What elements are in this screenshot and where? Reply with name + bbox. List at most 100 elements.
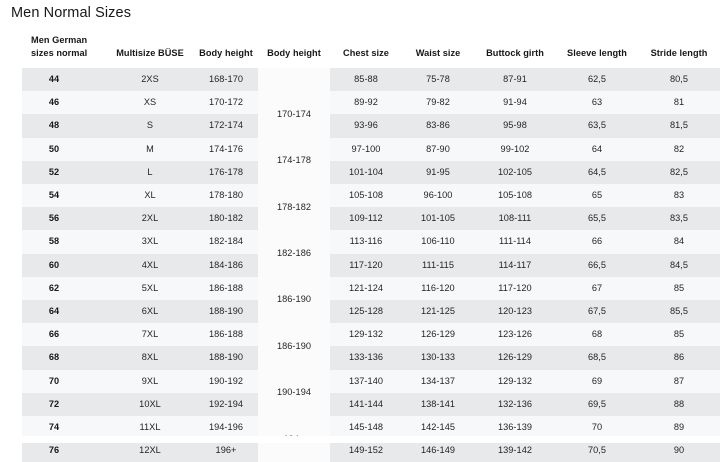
cell-sleeve: 68 (556, 323, 638, 347)
cell-waist: 96-100 (402, 184, 474, 208)
cell-multi: 4XL (106, 253, 194, 277)
cell-body-height-group: 178-182 (258, 184, 330, 231)
cell-buttock: 99-102 (474, 137, 556, 161)
cell-multi: 10XL (106, 392, 194, 417)
cell-stride: 86 (638, 346, 720, 370)
cell-chest: 117-120 (330, 253, 402, 277)
cell-sleeve: 63,5 (556, 114, 638, 138)
cell-stride: 85,5 (638, 300, 720, 324)
cell-stride: 89 (638, 416, 720, 440)
cell-multi: 3XL (106, 230, 194, 254)
table-row: 62 5XL 186-188 186-190 121-124 116-120 117-120… (22, 276, 720, 324)
cell-chest: 145-148 (330, 416, 402, 440)
cell-waist: 87-90 (402, 137, 474, 161)
cell-chest: 129-132 (330, 323, 402, 347)
table-row: 58 3XL 182-184 182-186 113-116 106-110 111-114… (22, 230, 720, 277)
cell-body-height: 188-190 (194, 300, 258, 324)
table-row: 66 7XL 186-188 186-190 129-132 126-129 123-126… (22, 323, 720, 370)
cell-buttock: 114-117 (474, 253, 556, 277)
cell-waist: 116-120 (402, 276, 474, 301)
table-row: 68 8XL 188-190 133-136 130-133 126-129 68,5 86 (22, 346, 720, 370)
cell-chest: 97-100 (330, 137, 402, 161)
table-row: 70 9XL 190-192 190-194 137-140 134-137 129-132… (22, 369, 720, 417)
cell-waist: 91-95 (402, 160, 474, 185)
table-row: 54 XL 178-180 178-182 105-108 96-100 105-108 65… (22, 184, 720, 231)
cell-body-height: 182-184 (194, 230, 258, 254)
cell-stride: 84,5 (638, 253, 720, 277)
cell-body-height: 186-188 (194, 276, 258, 301)
cell-multi: XL (106, 184, 194, 208)
cell-body-height-group-empty (258, 68, 330, 92)
cell-german: 44 (22, 68, 106, 92)
cell-buttock: 120-123 (474, 300, 556, 324)
cell-body-height: 190-192 (194, 369, 258, 393)
cell-sleeve: 70 (556, 416, 638, 440)
cell-waist: 79-82 (402, 91, 474, 115)
cell-buttock: 91-94 (474, 91, 556, 115)
cell-chest: 109-112 (330, 207, 402, 231)
header-body-height-single: Body height (194, 28, 258, 68)
cell-german: 60 (22, 253, 106, 277)
cell-sleeve: 69,5 (556, 392, 638, 417)
cell-stride: 84 (638, 230, 720, 254)
header-sleeve-length: Sleeve length (556, 28, 638, 68)
header-row: Men German sizes normal Multisize BÜSE B… (22, 28, 720, 68)
cell-stride: 81,5 (638, 114, 720, 138)
cell-body-height: 168-170 (194, 68, 258, 92)
cell-chest: 121-124 (330, 276, 402, 301)
cell-stride: 87 (638, 369, 720, 393)
cell-sleeve: 62,5 (556, 68, 638, 92)
cell-stride: 80,5 (638, 68, 720, 92)
cell-body-height: 176-178 (194, 160, 258, 185)
cell-body-height-group: 170-174 (258, 91, 330, 138)
cell-waist: 121-125 (402, 300, 474, 324)
cell-german: 64 (22, 300, 106, 324)
cell-stride: 82 (638, 137, 720, 161)
cell-body-height: 170-172 (194, 91, 258, 115)
table-header: Men German sizes normal Multisize BÜSE B… (22, 28, 720, 68)
cell-german: 66 (22, 323, 106, 347)
table-row: 7411XL194-196194+145-148142-145136-13970… (22, 416, 720, 462)
cell-chest: 101-104 (330, 160, 402, 185)
cell-body-height-group: 182-186 (258, 230, 330, 277)
cell-waist: 138-141 (402, 392, 474, 417)
cell-body-height-group: 174-178 (258, 137, 330, 185)
table-row: 64 6XL 188-190 125-128 121-125 120-123 67,5 85,… (22, 300, 720, 324)
cell-body-height: 192-194 (194, 392, 258, 417)
cell-body-height: 194-196 (194, 416, 258, 440)
cell-waist: 111-115 (402, 253, 474, 277)
header-buttock-girth: Buttock girth (474, 28, 556, 68)
cell-chest: 85-88 (330, 68, 402, 92)
cell-multi: 7XL (106, 323, 194, 347)
cell-chest: 113-116 (330, 230, 402, 254)
cell-buttock: 132-136 (474, 392, 556, 417)
cell-chest: 89-92 (330, 91, 402, 115)
table-row: 46 XS 170-172 170-174 89-92 79-82 91-94 63 81 (22, 91, 720, 138)
cell-stride: 85 (638, 323, 720, 347)
cell-sleeve: 67 (556, 276, 638, 301)
cell-body-height-group: 186-190 (258, 276, 330, 324)
size-table-container: Men German sizes normal Multisize BÜSE B… (22, 28, 720, 462)
cell-multi: 8XL (106, 346, 194, 370)
cell-multi: 6XL (106, 300, 194, 324)
cell-german: 50 (22, 137, 106, 161)
cell-sleeve: 64,5 (556, 160, 638, 185)
cell-waist: 134-137 (402, 369, 474, 393)
cell-multi: 2XS (106, 68, 194, 92)
cell-sleeve: 67,5 (556, 300, 638, 324)
header-waist-size: Waist size (402, 28, 474, 68)
cell-stride: 83,5 (638, 207, 720, 231)
cell-stride: 88 (638, 392, 720, 417)
cell-buttock: 87-91 (474, 68, 556, 92)
table-row: 56 2XL 180-182 109-112 101-105 108-111 65,5 83,… (22, 207, 720, 231)
cell-buttock: 136-139 (474, 416, 556, 440)
cell-sleeve: 68,5 (556, 346, 638, 370)
cell-german: 46 (22, 91, 106, 115)
cell-buttock: 105-108 (474, 184, 556, 208)
cell-german: 56 (22, 207, 106, 231)
cell-body-height-group: 186-190 (258, 323, 330, 370)
cell-sleeve: 65 (556, 184, 638, 208)
cell-chest: 133-136 (330, 346, 402, 370)
cell-waist: 75-78 (402, 68, 474, 92)
cell-waist: 130-133 (402, 346, 474, 370)
